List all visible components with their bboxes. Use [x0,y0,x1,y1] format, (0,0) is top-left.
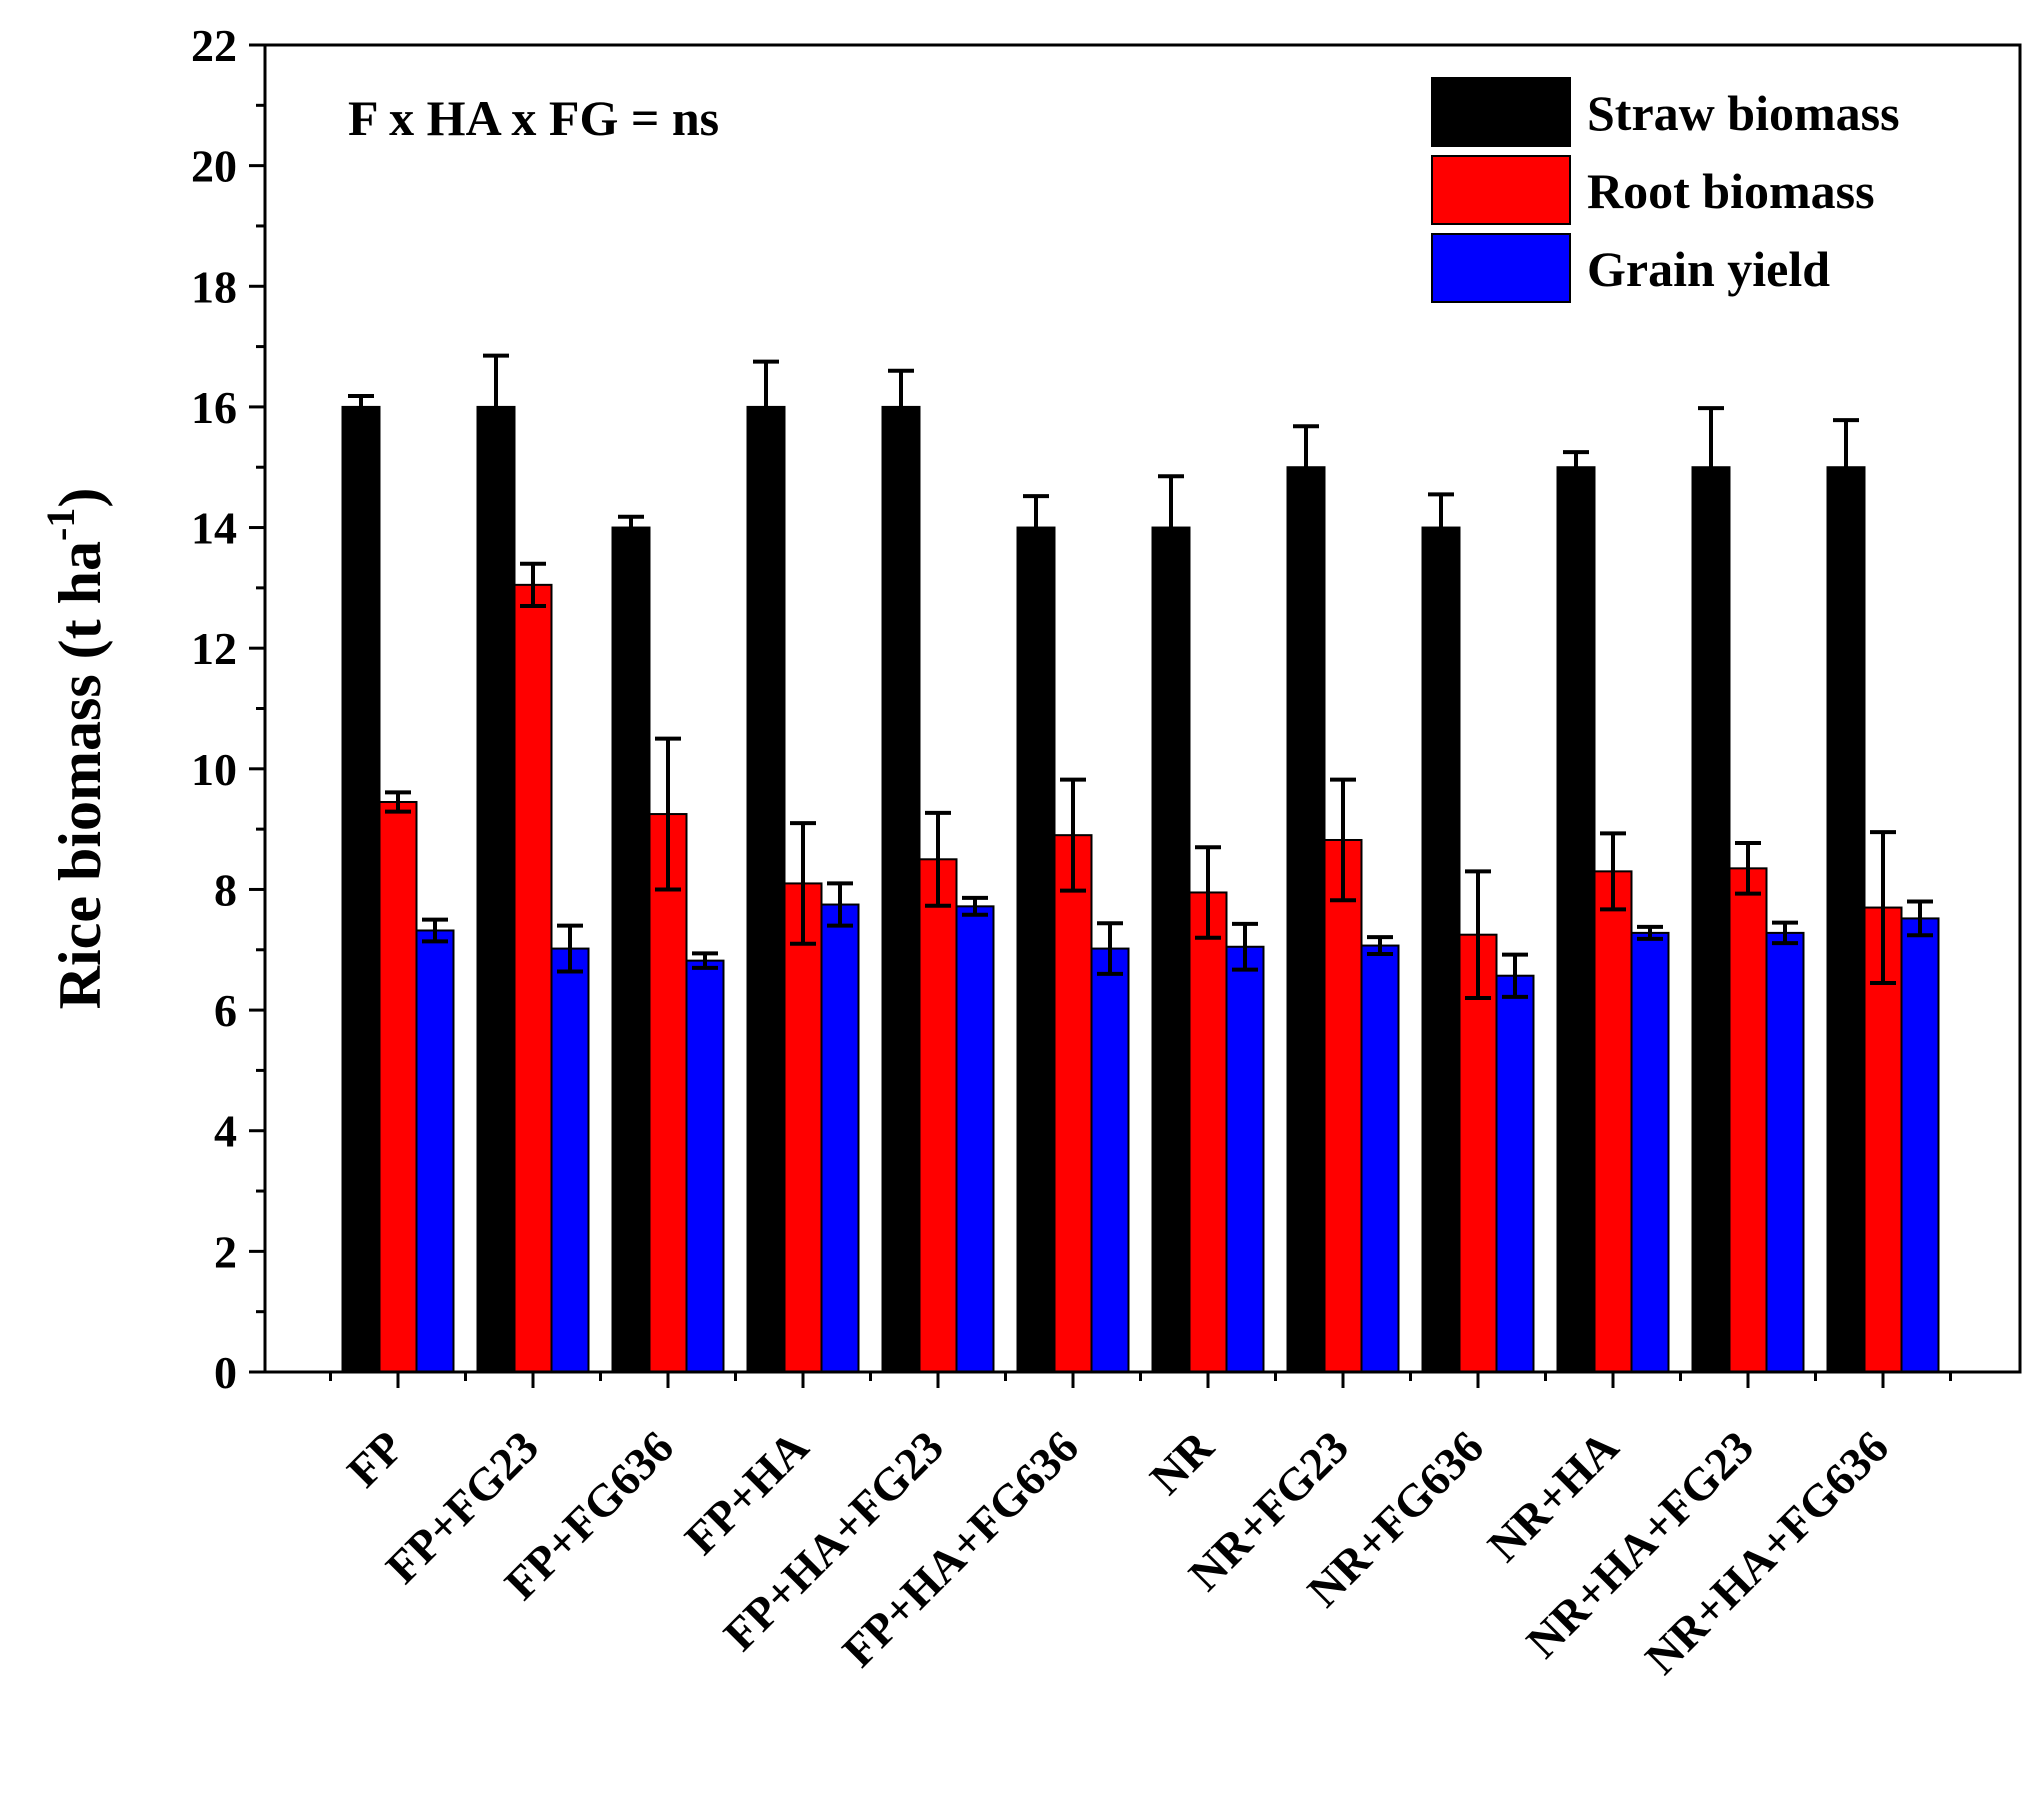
bar-straw-biomass [476,405,516,1373]
bars-layer [341,405,1940,1374]
bar-root-biomass [1323,838,1363,1373]
y-tick-label: 8 [214,864,237,915]
bar-root-biomass [783,882,823,1373]
bar-grain-yield [820,903,860,1374]
y-tick-label: 4 [214,1106,237,1157]
y-axis-title-main: Rice biomass (t ha [47,541,113,1009]
bar-straw-biomass [341,405,381,1373]
bar-straw-biomass [1556,466,1596,1373]
bar-grain-yield [1900,917,1940,1373]
significance-annotation: F x HA x FG = ns [348,90,719,146]
y-tick-label: 14 [191,503,237,554]
x-axis: FPFP+FG23FP+FG636FP+HAFP+HA+FG23FP+HA+FG… [329,1372,1952,1684]
y-tick-label: 0 [214,1347,237,1398]
bar-straw-biomass [746,405,786,1373]
x-category-label: NR [1140,1420,1224,1504]
x-category-label: FP+HA+FG636 [832,1421,1088,1677]
x-category-label: NR+HA+FG636 [1635,1421,1898,1684]
bar-grain-yield [1495,974,1535,1373]
bar-grain-yield [685,959,725,1373]
bar-grain-yield [1225,945,1265,1374]
bar-root-biomass [1458,933,1498,1373]
bar-straw-biomass [1421,526,1461,1373]
bar-root-biomass [378,800,418,1373]
bar-root-biomass [918,858,958,1373]
y-tick-label: 6 [214,985,237,1036]
y-tick-label: 12 [191,623,237,674]
bar-root-biomass [1863,906,1903,1373]
legend-swatch [1431,155,1571,225]
legend: Straw biomass Root biomass Grain yield [1431,77,1900,303]
bar-root-biomass [648,813,688,1373]
y-tick-label: 2 [214,1226,237,1277]
bar-straw-biomass [1826,466,1866,1373]
legend-label: Straw biomass [1587,85,1900,141]
bar-straw-biomass [611,526,651,1373]
legend-label: Grain yield [1587,241,1830,297]
bar-grain-yield [1090,947,1130,1373]
y-axis-title-close: ) [47,488,113,508]
y-tick-label: 16 [191,382,237,433]
y-tick-label: 10 [191,744,237,795]
bar-root-biomass [1188,891,1228,1373]
bar-grain-yield [955,905,995,1373]
bar-root-biomass [1593,870,1633,1373]
bar-root-biomass [1728,867,1768,1374]
x-category-label: FP [337,1421,413,1497]
y-tick-label: 22 [191,20,237,71]
legend-label: Root biomass [1587,163,1875,219]
bar-straw-biomass [1286,466,1326,1373]
bar-grain-yield [1630,931,1670,1373]
bar-grain-yield [1360,944,1400,1374]
y-tick-label: 20 [191,141,237,192]
bar-straw-biomass [1151,526,1191,1373]
legend-swatch [1431,77,1571,147]
bar-straw-biomass [1016,526,1056,1373]
y-axis-title-superscript: -1 [38,508,83,541]
bar-grain-yield [415,929,455,1373]
bar-straw-biomass [1691,466,1731,1373]
error-bars-layer [348,353,1933,1001]
bar-root-biomass [513,583,553,1373]
y-axis: 0 2 4 6 8 10 12 14 16 18 20 22 [191,20,265,1398]
bar-straw-biomass [881,405,921,1373]
x-category-label: NR+HA+FG23 [1516,1421,1763,1668]
legend-swatch [1431,233,1571,303]
bar-grain-yield [550,947,590,1373]
bar-root-biomass [1053,834,1093,1373]
bar-grain-yield [1765,931,1805,1373]
y-axis-title: Rice biomass (t ha-1) [38,488,113,1010]
y-tick-label: 18 [191,261,237,312]
